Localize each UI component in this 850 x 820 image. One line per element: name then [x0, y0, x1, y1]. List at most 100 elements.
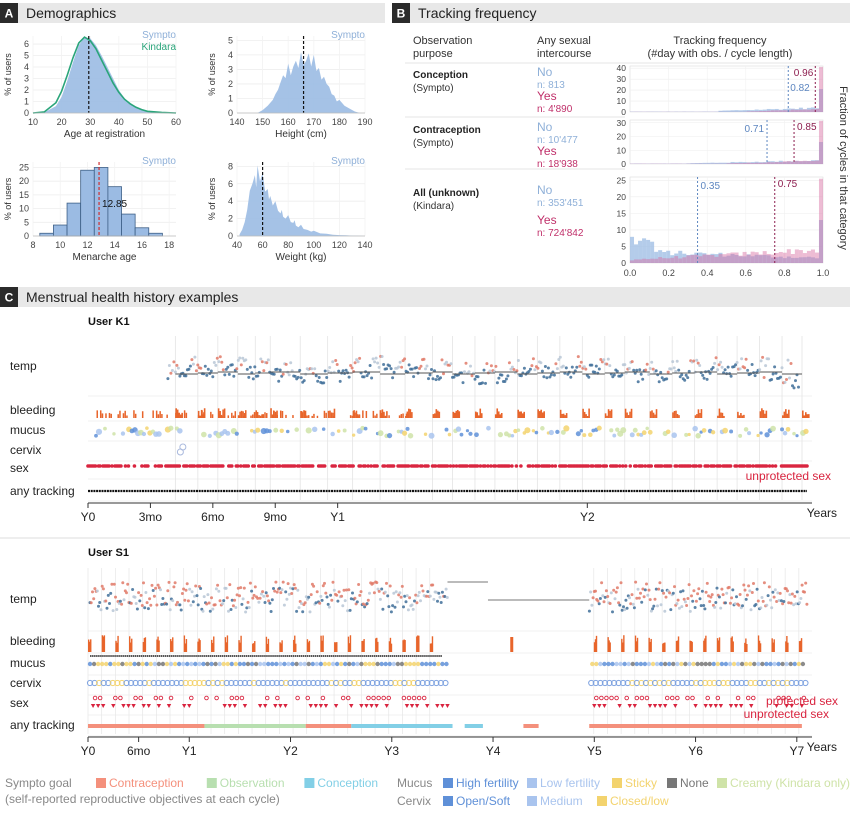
- temp-dot: [430, 368, 433, 371]
- sex-marker-unprotected: [364, 704, 368, 708]
- bleeding-bar: [774, 639, 775, 652]
- mucus-dot: [582, 433, 586, 437]
- sex-marker-unprotected: [111, 704, 115, 708]
- hist-bar-yes: [763, 163, 767, 164]
- bleeding-bar: [96, 410, 98, 418]
- bleeding-bar: [452, 412, 454, 418]
- temp-dot: [373, 360, 376, 363]
- bleeding-bar: [585, 414, 587, 418]
- mucus-tick: [169, 655, 171, 657]
- temp-dot: [720, 588, 723, 591]
- mucus-dot: [168, 426, 173, 431]
- legend-sympto: Sympto: [142, 156, 176, 167]
- sex-marker-protected: [189, 696, 193, 700]
- hist-bar-yes: [767, 111, 771, 112]
- temp-dot: [735, 595, 738, 598]
- bleeding-bar: [609, 642, 610, 652]
- col-header-frequency: Tracking frequency: [673, 35, 767, 47]
- mucus-dot: [327, 662, 331, 666]
- any-tracking-segment: [465, 724, 483, 728]
- temp-dot: [247, 376, 250, 379]
- hist-bar-yes: [771, 255, 775, 263]
- mucus-dot: [474, 432, 479, 437]
- mucus-tick: [248, 655, 250, 657]
- temp-dot: [391, 376, 394, 379]
- temp-dot: [542, 375, 545, 378]
- temp-dot: [598, 368, 601, 371]
- temp-dot: [304, 601, 307, 604]
- bleeding-bar: [611, 409, 613, 418]
- bleeding-bar: [761, 408, 763, 418]
- temp-dot: [801, 584, 804, 587]
- bleeding-bar: [350, 635, 351, 652]
- temp-dot: [168, 581, 171, 584]
- temp-dot: [211, 375, 214, 378]
- hist-bar-yes: [779, 252, 783, 263]
- hist-bar-no: [739, 110, 743, 112]
- mucus-dot: [278, 662, 282, 666]
- y-axis-label: % of users: [207, 53, 217, 96]
- sex-dot: [669, 464, 673, 468]
- bleeding-bar: [510, 637, 513, 652]
- mucus-dot: [780, 662, 784, 666]
- temp-dot: [265, 591, 268, 594]
- temp-dot: [319, 595, 322, 598]
- bleeding-bar: [737, 412, 739, 418]
- temp-dot: [147, 607, 150, 610]
- temp-dot: [249, 582, 252, 585]
- any-tracking-segment: [88, 724, 204, 728]
- hist-bar-yes: [739, 163, 743, 164]
- bleeding-bar: [596, 636, 597, 652]
- temp-dot: [520, 374, 523, 377]
- temp-dot: [446, 596, 449, 599]
- temp-dot: [309, 610, 312, 613]
- x-tick-label: 18: [164, 240, 174, 250]
- time-label: Y3: [384, 744, 399, 758]
- mucus-tick: [228, 655, 230, 657]
- temp-dot: [784, 381, 787, 384]
- sex-marker-unprotected: [121, 704, 125, 708]
- mucus-dot: [124, 662, 128, 666]
- temp-dot: [628, 367, 631, 370]
- legend-goal-conception: Conception: [317, 776, 378, 790]
- bleeding-bar: [698, 409, 700, 418]
- mucus-tick: [430, 655, 432, 657]
- temp-dot: [690, 594, 693, 597]
- x-tick-label: 0.2: [662, 268, 675, 278]
- col-header-purpose: purpose: [413, 48, 453, 60]
- mucus-tick: [135, 655, 137, 657]
- bleeding-bar: [273, 410, 275, 418]
- mucus-dot: [440, 662, 444, 666]
- sex-marker-unprotected: [324, 704, 328, 708]
- sex-marker-protected: [746, 696, 750, 700]
- mucus-tick: [404, 655, 406, 657]
- temp-dot: [125, 591, 128, 594]
- temp-dot: [719, 607, 722, 610]
- temp-dot: [180, 609, 183, 612]
- bleeding-bar: [109, 413, 111, 418]
- mucus-dot: [392, 662, 396, 666]
- temp-dot: [256, 375, 259, 378]
- mucus-dot: [466, 429, 469, 432]
- temp-dot: [782, 600, 785, 603]
- hist-bar-yes: [642, 259, 646, 263]
- mucus-dot: [165, 662, 169, 666]
- sex-marker-unprotected: [126, 704, 130, 708]
- mucus-tick: [181, 655, 183, 657]
- temp-dot: [761, 356, 764, 359]
- temp-dot: [420, 584, 423, 587]
- temp-dot: [403, 357, 406, 360]
- temp-dot: [196, 364, 199, 367]
- hist-bar-yes: [775, 162, 779, 164]
- mucus-tick: [143, 655, 145, 657]
- temp-dot: [445, 588, 448, 591]
- temp-dot: [174, 581, 177, 584]
- x-tick-label: 1.0: [817, 268, 830, 278]
- temp-dot: [536, 367, 539, 370]
- temp-dot: [192, 363, 195, 366]
- temp-dot: [284, 590, 287, 593]
- temp-dot: [194, 585, 197, 588]
- mucus-dot: [290, 662, 294, 666]
- temp-dot: [736, 361, 739, 364]
- temp-dot: [327, 603, 330, 606]
